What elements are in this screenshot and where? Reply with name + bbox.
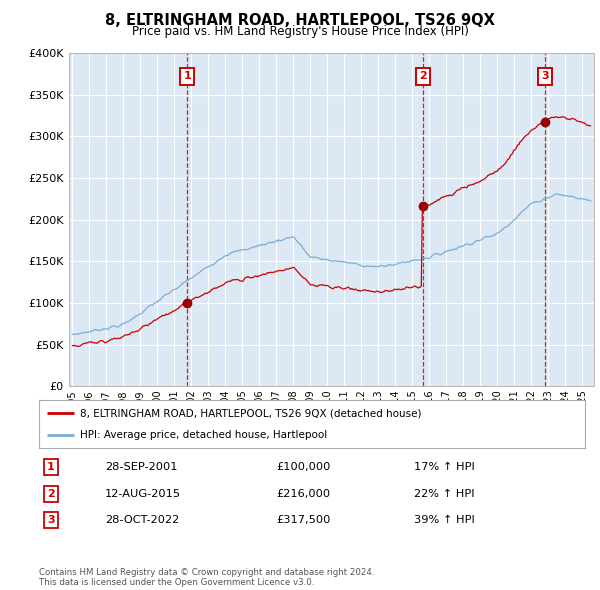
Text: £216,000: £216,000 — [276, 489, 330, 499]
Text: 1: 1 — [183, 71, 191, 81]
Text: 28-SEP-2001: 28-SEP-2001 — [105, 463, 178, 472]
Text: 8, ELTRINGHAM ROAD, HARTLEPOOL, TS26 9QX: 8, ELTRINGHAM ROAD, HARTLEPOOL, TS26 9QX — [105, 13, 495, 28]
Text: £317,500: £317,500 — [276, 516, 331, 525]
Text: 2: 2 — [419, 71, 427, 81]
Text: 28-OCT-2022: 28-OCT-2022 — [105, 516, 179, 525]
Text: 1: 1 — [47, 463, 55, 472]
Text: 12-AUG-2015: 12-AUG-2015 — [105, 489, 181, 499]
Text: 17% ↑ HPI: 17% ↑ HPI — [414, 463, 475, 472]
Text: £100,000: £100,000 — [276, 463, 331, 472]
Text: 8, ELTRINGHAM ROAD, HARTLEPOOL, TS26 9QX (detached house): 8, ELTRINGHAM ROAD, HARTLEPOOL, TS26 9QX… — [80, 408, 421, 418]
Text: Contains HM Land Registry data © Crown copyright and database right 2024.
This d: Contains HM Land Registry data © Crown c… — [39, 568, 374, 587]
Text: 3: 3 — [541, 71, 549, 81]
Text: 22% ↑ HPI: 22% ↑ HPI — [414, 489, 475, 499]
Text: Price paid vs. HM Land Registry's House Price Index (HPI): Price paid vs. HM Land Registry's House … — [131, 25, 469, 38]
Text: HPI: Average price, detached house, Hartlepool: HPI: Average price, detached house, Hart… — [80, 430, 327, 440]
Text: 2: 2 — [47, 489, 55, 499]
Text: 3: 3 — [47, 516, 55, 525]
Text: 39% ↑ HPI: 39% ↑ HPI — [414, 516, 475, 525]
